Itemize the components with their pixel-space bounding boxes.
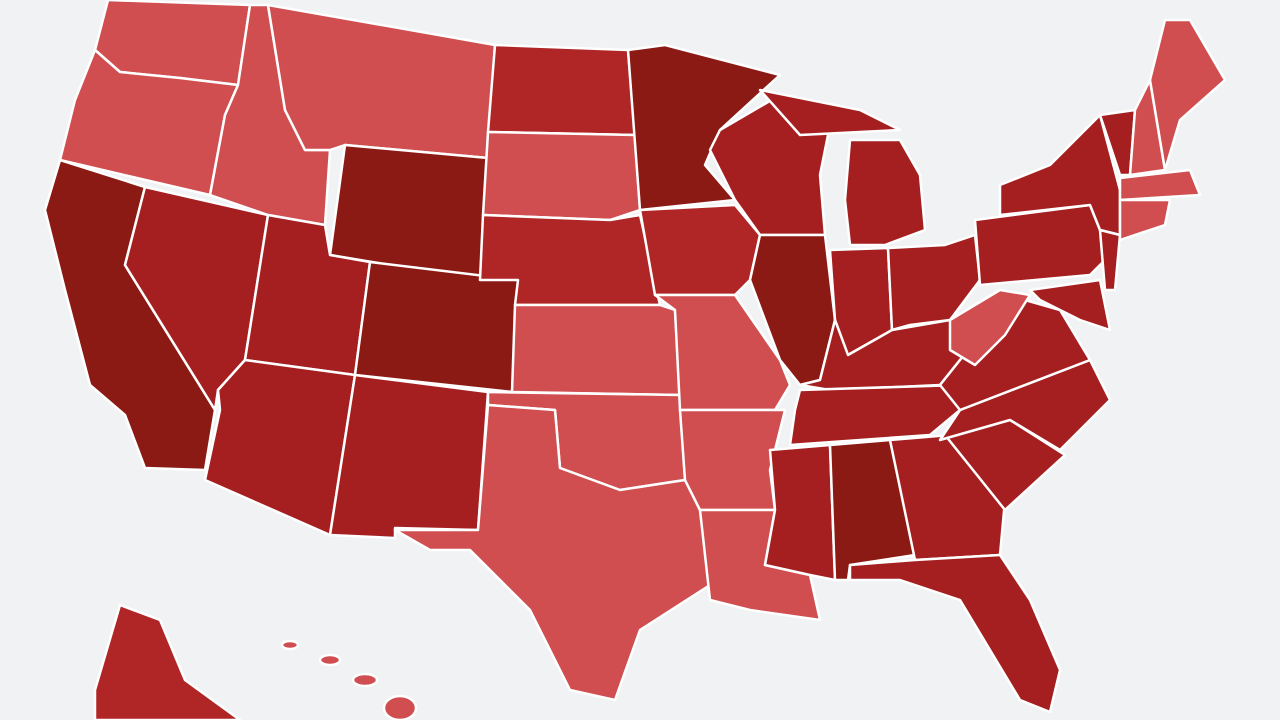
state (280, 639, 300, 651)
state (486, 43, 637, 137)
states (43, 0, 1227, 720)
state (318, 653, 342, 667)
state (328, 373, 490, 540)
state (843, 138, 927, 247)
state (758, 88, 902, 137)
state (1118, 198, 1172, 242)
state (1148, 18, 1227, 172)
state (948, 288, 1032, 367)
state (678, 408, 787, 512)
state (510, 303, 682, 397)
state (763, 443, 837, 582)
state (1118, 168, 1202, 202)
state (653, 293, 792, 412)
state (393, 403, 712, 702)
state (638, 203, 762, 297)
state (382, 694, 418, 720)
state (973, 203, 1112, 287)
state (1098, 228, 1122, 292)
state (481, 130, 642, 222)
state (1028, 278, 1112, 332)
state (848, 553, 1062, 714)
state (351, 672, 379, 688)
state (353, 260, 520, 394)
state (93, 603, 242, 720)
